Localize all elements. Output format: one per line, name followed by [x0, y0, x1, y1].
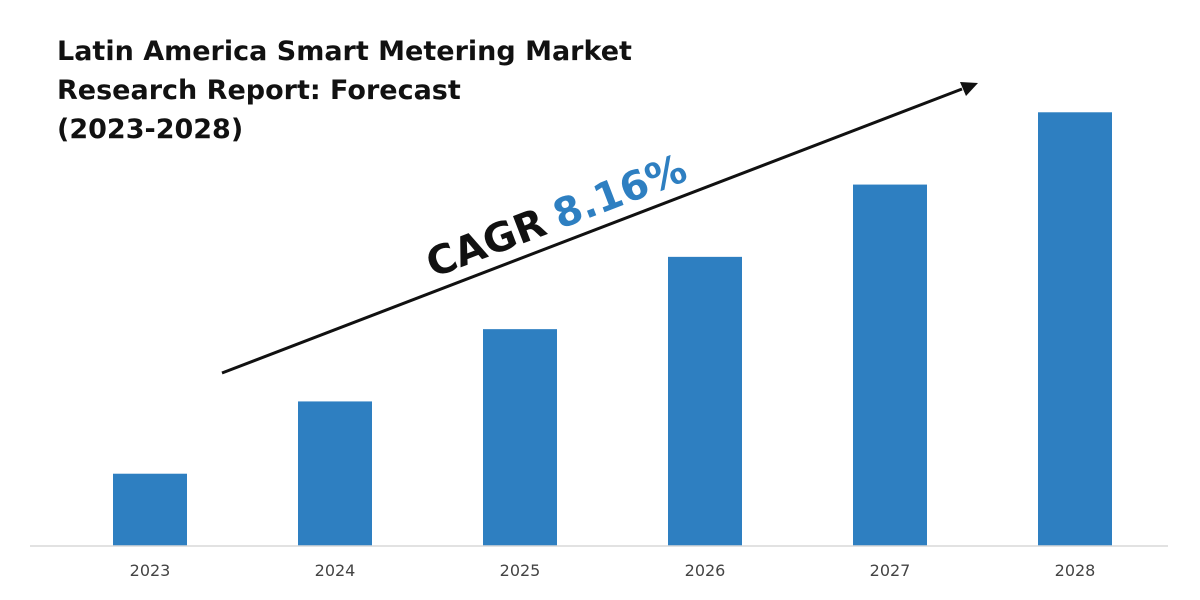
bar-2024 — [298, 401, 372, 546]
title-line-2: Research Report: Forecast — [57, 75, 461, 106]
x-tick-label-2024: 2024 — [315, 561, 356, 580]
bar-series — [113, 112, 1112, 547]
x-tick-label-2028: 2028 — [1055, 561, 1096, 580]
bar-2028 — [1038, 112, 1112, 547]
cagr-annotation: CAGR8.16% — [420, 146, 693, 287]
title-line-3: (2023-2028) — [57, 114, 243, 145]
bar-2025 — [483, 329, 557, 546]
x-tick-label-2023: 2023 — [130, 561, 171, 580]
title-line-1: Latin America Smart Metering Market — [57, 36, 632, 67]
cagr-value: 8.16% — [547, 146, 693, 239]
x-tick-label-2026: 2026 — [685, 561, 726, 580]
x-tick-label-2025: 2025 — [500, 561, 541, 580]
trend-arrow — [221, 82, 978, 375]
x-axis-tick-labels: 2023 2024 2025 2026 2027 2028 — [130, 561, 1096, 580]
x-tick-label-2027: 2027 — [870, 561, 911, 580]
chart-title: Latin America Smart Metering Market Rese… — [57, 36, 632, 145]
trend-arrow-head — [960, 82, 978, 96]
cagr-label: CAGR — [420, 200, 552, 287]
trend-arrow-line — [221, 87, 963, 375]
bar-2027 — [853, 184, 927, 547]
bar-2023 — [113, 473, 187, 546]
bar-2026 — [668, 256, 742, 546]
